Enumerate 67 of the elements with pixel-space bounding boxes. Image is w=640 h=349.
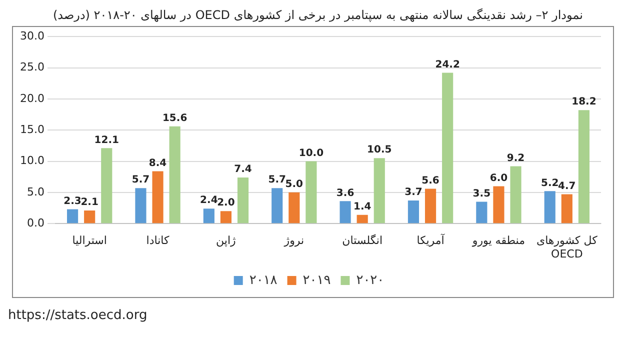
- bar: [476, 202, 488, 224]
- y-tick-label: 25.0: [20, 60, 44, 74]
- data-label: 5.2: [541, 178, 559, 189]
- bar: [561, 194, 572, 224]
- data-label: 3.5: [472, 188, 491, 200]
- x-tick-label: نروژ: [283, 234, 304, 248]
- bar: [544, 191, 556, 224]
- x-tick-label: آمریکا: [416, 233, 446, 248]
- bar: [237, 177, 249, 224]
- bar: [220, 211, 232, 224]
- bar: [84, 210, 96, 224]
- data-label: 6.0: [490, 172, 508, 184]
- bar: [203, 208, 214, 224]
- bar: [442, 72, 454, 224]
- x-tick-label: کانادا: [146, 234, 170, 248]
- y-tick-label: 30.0: [20, 29, 44, 42]
- bar: [135, 188, 146, 224]
- bar: [67, 209, 78, 224]
- data-label: 1.4: [353, 201, 372, 212]
- x-tick-label: استرالیا: [72, 234, 107, 248]
- data-label: 24.2: [435, 59, 460, 70]
- data-label: 9.2: [506, 152, 525, 164]
- bar: [101, 148, 112, 224]
- bar: [424, 188, 436, 224]
- data-label: 2.0: [217, 198, 235, 209]
- bar: [493, 186, 504, 224]
- bar: [374, 158, 385, 224]
- data-label: 2.3: [64, 196, 82, 207]
- bar: [510, 166, 522, 224]
- bar: [578, 110, 590, 224]
- x-tick-label: ژاپن: [216, 234, 236, 248]
- chart-title: نمودار ۲– رشد نقدینگی سالانه منتهی به سپتامبر در برخی از کشورهای OECD در سالهای ۲۰-۲۰۱۸ (درصد): [52, 8, 584, 22]
- data-label: 5.6: [422, 175, 440, 186]
- bar: [408, 200, 420, 224]
- bar: [306, 161, 317, 224]
- data-label: 7.4: [234, 164, 252, 176]
- y-tick-label: 20.0: [20, 92, 44, 105]
- legend-label: ۲۰۱۸: [249, 272, 278, 288]
- y-tick-label: 10.0: [20, 154, 44, 168]
- data-label: 15.6: [162, 112, 188, 124]
- data-label: 10.5: [367, 144, 392, 156]
- legend-label: ۲۰۲۰: [356, 272, 384, 288]
- data-label: 18.2: [572, 96, 596, 108]
- data-label: 5.7: [268, 174, 286, 186]
- legend-label: ۲۰۱۹: [302, 272, 331, 288]
- bar: [272, 188, 283, 224]
- data-label: 2.4: [200, 195, 218, 206]
- data-label: 12.1: [94, 134, 120, 146]
- text: https://stats.oecd.org: [8, 308, 148, 323]
- data-label: 2.1: [80, 197, 98, 208]
- data-label: 10.0: [298, 148, 324, 159]
- x-tick-label: منطقه یورو: [471, 234, 526, 248]
- bar: [356, 214, 368, 224]
- data-label: 3.6: [336, 188, 354, 199]
- bar: [288, 192, 300, 224]
- bar: [340, 201, 351, 224]
- data-label: 5.0: [285, 179, 304, 190]
- y-tick-label: 5.0: [26, 185, 44, 198]
- bar: [152, 171, 164, 224]
- data-label: 3.7: [404, 187, 422, 198]
- y-tick-label: 15.0: [20, 122, 44, 136]
- data-label: 8.4: [148, 158, 167, 169]
- x-tick-label: انگلستان: [342, 234, 383, 248]
- bar: [169, 126, 180, 224]
- data-label: 4.7: [558, 180, 576, 192]
- y-tick-label: 0.0: [26, 216, 44, 230]
- data-label: 5.7: [132, 174, 150, 186]
